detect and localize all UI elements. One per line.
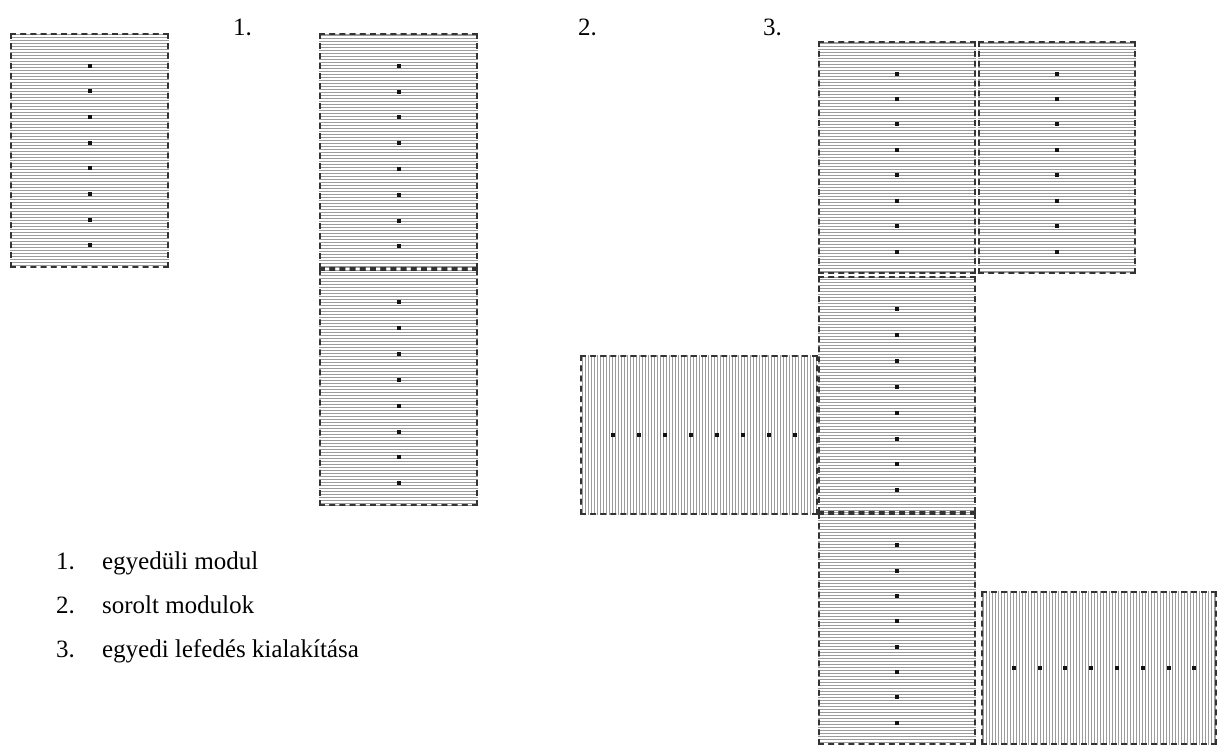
fastener-dot xyxy=(396,244,401,249)
fastener-dot xyxy=(1011,666,1016,670)
legend-number: 2. xyxy=(56,592,75,619)
fastener-dot xyxy=(396,377,401,382)
fastener-dot xyxy=(396,351,401,356)
fastener-dot xyxy=(895,71,899,76)
fastener-dot xyxy=(396,429,401,434)
fastener-dot xyxy=(1055,147,1059,152)
module-row-bottom xyxy=(319,269,478,506)
fastener-dot xyxy=(1055,173,1059,178)
fastener-dot xyxy=(895,619,899,624)
module-custom-left-rotated xyxy=(580,355,818,515)
fastener-dot xyxy=(1140,666,1145,670)
fastener-dot xyxy=(895,384,899,389)
fastener-dot xyxy=(895,307,899,312)
fastener-dot xyxy=(895,644,899,649)
fastener-dot xyxy=(895,332,899,337)
module-custom-top-left xyxy=(818,41,976,274)
fastener-dot xyxy=(396,403,401,408)
module-custom-middle xyxy=(818,276,976,513)
fastener-dot xyxy=(895,670,899,675)
fastener-dot xyxy=(895,436,899,441)
legend-item: 3. egyedi lefedés kialakítása xyxy=(56,628,359,672)
fastener-dot xyxy=(895,488,899,493)
fastener-dot xyxy=(1055,96,1059,101)
fastener-dot xyxy=(396,167,401,172)
fastener-dot xyxy=(895,96,899,101)
module-custom-bottom xyxy=(818,513,976,745)
legend-text: sorolt modulok xyxy=(102,592,255,619)
module-custom-top-right xyxy=(978,41,1136,274)
fastener-dot xyxy=(611,433,616,437)
fastener-dot xyxy=(87,243,92,248)
fastener-dot xyxy=(793,433,798,437)
fastener-dot xyxy=(87,89,92,94)
fastener-dot xyxy=(1055,198,1059,203)
fastener-dot xyxy=(396,300,401,305)
fastener-dot xyxy=(895,543,899,548)
fastener-dot xyxy=(895,410,899,415)
group-label-1: 1. xyxy=(233,14,252,41)
fastener-dot xyxy=(396,63,401,68)
module-row-top xyxy=(319,33,478,269)
fastener-dot xyxy=(1063,666,1068,670)
legend-number: 1. xyxy=(56,548,75,575)
fastener-dot xyxy=(396,192,401,197)
fastener-dot xyxy=(396,218,401,223)
legend-number: 3. xyxy=(56,636,75,663)
fastener-dot xyxy=(895,147,899,152)
fastener-dot xyxy=(895,695,899,700)
fastener-dot xyxy=(767,433,772,437)
fastener-dot xyxy=(396,325,401,330)
fastener-dot xyxy=(895,594,899,599)
legend-item: 1. egyedüli modul xyxy=(56,540,359,584)
fastener-dot xyxy=(663,433,668,437)
fastener-dot xyxy=(396,455,401,460)
fastener-dot xyxy=(895,249,899,254)
fastener-dot xyxy=(1055,249,1059,254)
fastener-dot xyxy=(396,115,401,120)
legend-text: egyedüli modul xyxy=(102,548,259,575)
module-single xyxy=(10,33,169,268)
group-label-2: 2. xyxy=(578,14,597,41)
legend-text: egyedi lefedés kialakítása xyxy=(102,636,359,663)
fastener-dot xyxy=(87,166,92,171)
fastener-dot xyxy=(715,433,720,437)
fastener-dot xyxy=(895,462,899,467)
fastener-dot xyxy=(895,568,899,573)
fastener-dot xyxy=(1089,666,1094,670)
fastener-dot xyxy=(87,140,92,145)
fastener-dot xyxy=(87,63,92,68)
fastener-dot xyxy=(895,198,899,203)
fastener-dot xyxy=(741,433,746,437)
fastener-dot xyxy=(895,122,899,127)
module-custom-bottom-right-rotated xyxy=(981,591,1217,745)
fastener-dot xyxy=(1055,71,1059,76)
fastener-dot xyxy=(396,141,401,146)
fastener-dot xyxy=(1037,666,1042,670)
fastener-dot xyxy=(895,173,899,178)
group-label-3: 3. xyxy=(763,14,782,41)
fastener-dot xyxy=(895,358,899,363)
fastener-dot xyxy=(1166,666,1171,670)
fastener-dot xyxy=(689,433,694,437)
fastener-dot xyxy=(87,217,92,222)
fastener-dot xyxy=(637,433,642,437)
legend: 1. egyedüli modul 2. sorolt modulok 3. egye… xyxy=(56,540,359,672)
fastener-dot xyxy=(396,481,401,486)
legend-item: 2. sorolt modulok xyxy=(56,584,359,628)
fastener-dot xyxy=(396,89,401,94)
fastener-dot xyxy=(895,720,899,725)
fastener-dot xyxy=(1055,122,1059,127)
fastener-dot xyxy=(1055,224,1059,229)
fastener-dot xyxy=(87,192,92,197)
fastener-dot xyxy=(1115,666,1120,670)
fastener-dot xyxy=(87,115,92,120)
fastener-dot xyxy=(1192,666,1197,670)
fastener-dot xyxy=(895,224,899,229)
